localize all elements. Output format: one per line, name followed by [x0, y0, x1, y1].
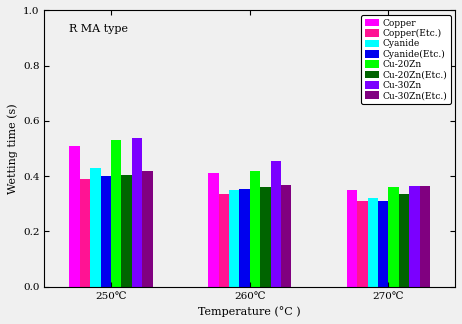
Bar — [90, 168, 101, 287]
Bar — [357, 201, 368, 287]
Bar — [347, 190, 357, 287]
Bar — [399, 194, 409, 287]
Bar — [260, 187, 271, 287]
Bar — [219, 194, 229, 287]
Bar — [378, 201, 389, 287]
Bar — [122, 175, 132, 287]
Legend: Copper, Copper(Etc.), Cyanide, Cyanide(Etc.), Cu-20Zn, Cu-20Zn(Etc.), Cu-30Zn, C: Copper, Copper(Etc.), Cyanide, Cyanide(E… — [361, 15, 450, 104]
Bar — [281, 185, 292, 287]
Text: R MA type: R MA type — [69, 24, 128, 34]
Bar — [239, 189, 250, 287]
Y-axis label: Wetting time (s): Wetting time (s) — [7, 103, 18, 194]
Bar — [208, 173, 219, 287]
Bar — [69, 146, 80, 287]
Bar — [101, 176, 111, 287]
Bar — [229, 190, 239, 287]
Bar — [250, 171, 260, 287]
Bar — [389, 187, 399, 287]
Bar — [80, 179, 90, 287]
Bar — [132, 138, 142, 287]
Bar — [419, 186, 430, 287]
Bar — [271, 161, 281, 287]
Bar — [409, 186, 419, 287]
Bar — [142, 171, 152, 287]
X-axis label: Temperature (°C ): Temperature (°C ) — [198, 306, 301, 317]
Bar — [368, 198, 378, 287]
Bar — [111, 140, 122, 287]
